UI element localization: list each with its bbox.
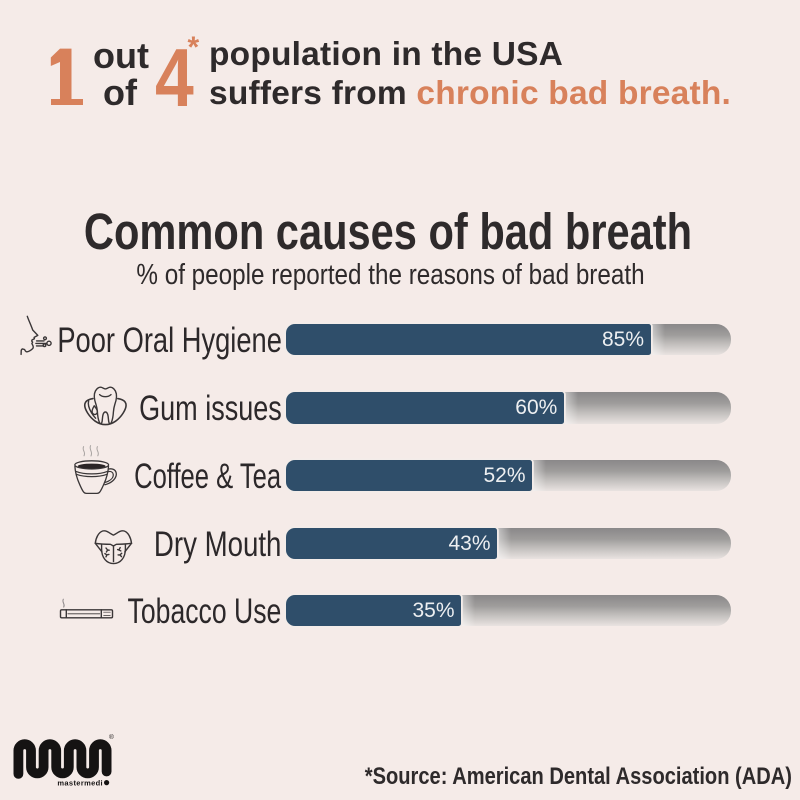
svg-text:®: ®: [109, 733, 114, 741]
svg-text:mastermedi: mastermedi: [57, 779, 103, 788]
